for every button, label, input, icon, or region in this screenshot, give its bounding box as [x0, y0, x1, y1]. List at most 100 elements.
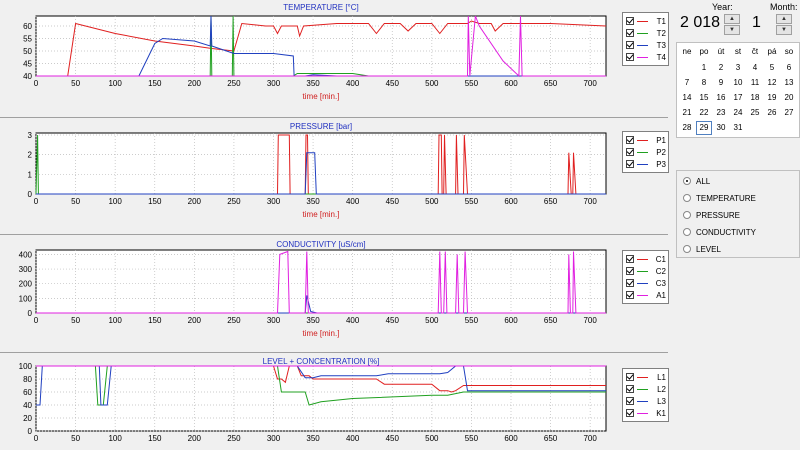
calendar-day[interactable]: 17 [733, 93, 743, 102]
month-down-button[interactable]: ▼ [776, 25, 792, 35]
filter-option-temperature[interactable]: TEMPERATURE [683, 192, 756, 204]
calendar-day[interactable]: 11 [750, 78, 760, 87]
calendar-day[interactable]: 2 [718, 63, 724, 72]
legend-item-t2[interactable]: T2 [626, 28, 666, 38]
calendar-day[interactable]: 6 [786, 63, 792, 72]
calendar-grid: ne po út st čt pá so 1 2 3 4 5 6 7 8 9 10 11 12 13 14 15 16 17 1… [676, 42, 800, 138]
legend-swatch [637, 270, 648, 272]
legend-item-c2[interactable]: C2 [626, 266, 666, 276]
calendar-day[interactable]: 7 [684, 78, 690, 87]
legend-checkbox[interactable] [626, 17, 634, 25]
legend-checkbox[interactable] [626, 373, 634, 381]
legend-checkbox[interactable] [626, 148, 634, 156]
calendar-day[interactable]: 20 [784, 93, 794, 102]
level-chart: LEVEL + CONCENTRATION [%]0 50 100 150 200 250… [19, 357, 607, 443]
calendar-day[interactable]: 5 [769, 63, 775, 72]
x-tick-label: 50 [71, 79, 80, 88]
calendar-day[interactable]: 8 [701, 78, 707, 87]
legend-swatch [637, 412, 648, 414]
calendar-day[interactable]: 10 [733, 78, 743, 87]
radio-button[interactable] [683, 194, 691, 202]
legend-swatch [637, 400, 648, 402]
calendar-day[interactable]: 27 [784, 108, 794, 117]
plot-area [35, 132, 607, 195]
legend-checkbox[interactable] [626, 29, 634, 37]
legend-checkbox[interactable] [626, 291, 634, 299]
legend-checkbox[interactable] [626, 279, 634, 287]
calendar-day[interactable]: 12 [767, 78, 777, 87]
calendar-day[interactable]: 19 [767, 93, 777, 102]
calendar-day[interactable]: 22 [699, 108, 709, 117]
x-tick-label: 150 [148, 316, 162, 325]
legend-swatch [637, 376, 648, 378]
calendar-day[interactable]: 4 [752, 63, 758, 72]
month-value[interactable]: 1 [752, 14, 761, 31]
x-tick-label: 300 [267, 316, 281, 325]
legend-label: T1 [656, 16, 666, 26]
calendar-day[interactable]: 18 [750, 93, 760, 102]
calendar-day[interactable]: 1 [701, 63, 707, 72]
legend-checkbox[interactable] [626, 409, 634, 417]
x-tick-label: 600 [504, 316, 518, 325]
legend-checkbox[interactable] [626, 267, 634, 275]
calendar-day[interactable]: 26 [767, 108, 777, 117]
calendar-day[interactable]: 24 [733, 108, 743, 117]
legend-item-l1[interactable]: L1 [626, 372, 666, 382]
year-value[interactable]: 2 018 [680, 14, 721, 31]
x-tick-label: 650 [544, 316, 558, 325]
series-line-p3 [36, 152, 606, 195]
legend-item-t4[interactable]: T4 [626, 52, 666, 62]
legend-checkbox[interactable] [626, 136, 634, 144]
legend-checkbox[interactable] [626, 255, 634, 263]
calendar-day[interactable]: 13 [784, 78, 794, 87]
calendar-day[interactable]: 3 [735, 63, 741, 72]
legend-item-p1[interactable]: P1 [626, 135, 666, 145]
filter-option-level[interactable]: LEVEL [683, 243, 721, 255]
legend-item-l2[interactable]: L2 [626, 384, 666, 394]
legend-item-p3[interactable]: P3 [626, 159, 666, 169]
legend-item-p2[interactable]: P2 [626, 147, 666, 157]
y-tick-label: 0 [28, 309, 33, 318]
month-up-button[interactable]: ▲ [776, 14, 792, 24]
conductivity-legend: C1 C2 C3 A1 [622, 250, 669, 304]
calendar-dow-label: so [784, 47, 794, 56]
filter-option-conductivity[interactable]: CONDUCTIVITY [683, 226, 756, 238]
calendar-day[interactable]: 29 [696, 121, 712, 135]
y-tick-label: 20 [23, 414, 32, 423]
legend-item-k1[interactable]: K1 [626, 408, 666, 418]
calendar-day[interactable]: 31 [733, 123, 743, 132]
legend-checkbox[interactable] [626, 53, 634, 61]
calendar-day[interactable]: 15 [699, 93, 709, 102]
legend-checkbox[interactable] [626, 397, 634, 405]
calendar-day[interactable]: 16 [716, 93, 726, 102]
chart-title: PRESSURE [bar] [290, 122, 352, 131]
calendar-day[interactable]: 14 [682, 93, 692, 102]
radio-button[interactable] [683, 228, 691, 236]
radio-label: LEVEL [696, 244, 721, 254]
x-tick-label: 250 [227, 197, 241, 206]
calendar-day[interactable]: 30 [716, 123, 726, 132]
legend-item-a1[interactable]: A1 [626, 290, 666, 300]
legend-checkbox[interactable] [626, 41, 634, 49]
calendar-day[interactable]: 21 [682, 108, 692, 117]
series-line-l3 [36, 365, 606, 406]
legend-item-l3[interactable]: L3 [626, 396, 666, 406]
calendar-day[interactable]: 9 [718, 78, 724, 87]
legend-checkbox[interactable] [626, 385, 634, 393]
x-tick-label: 650 [544, 79, 558, 88]
radio-button[interactable] [683, 177, 691, 185]
calendar-day[interactable]: 25 [750, 108, 760, 117]
filter-option-all[interactable]: ALL [683, 175, 710, 187]
year-down-button[interactable]: ▼ [724, 25, 740, 35]
filter-option-pressure[interactable]: PRESSURE [683, 209, 740, 221]
radio-button[interactable] [683, 245, 691, 253]
year-up-button[interactable]: ▲ [724, 14, 740, 24]
legend-item-t1[interactable]: T1 [626, 16, 666, 26]
radio-button[interactable] [683, 211, 691, 219]
calendar-day[interactable]: 23 [716, 108, 726, 117]
legend-item-c3[interactable]: C3 [626, 278, 666, 288]
legend-item-t3[interactable]: T3 [626, 40, 666, 50]
calendar-day[interactable]: 28 [682, 123, 692, 132]
legend-checkbox[interactable] [626, 160, 634, 168]
legend-item-c1[interactable]: C1 [626, 254, 666, 264]
